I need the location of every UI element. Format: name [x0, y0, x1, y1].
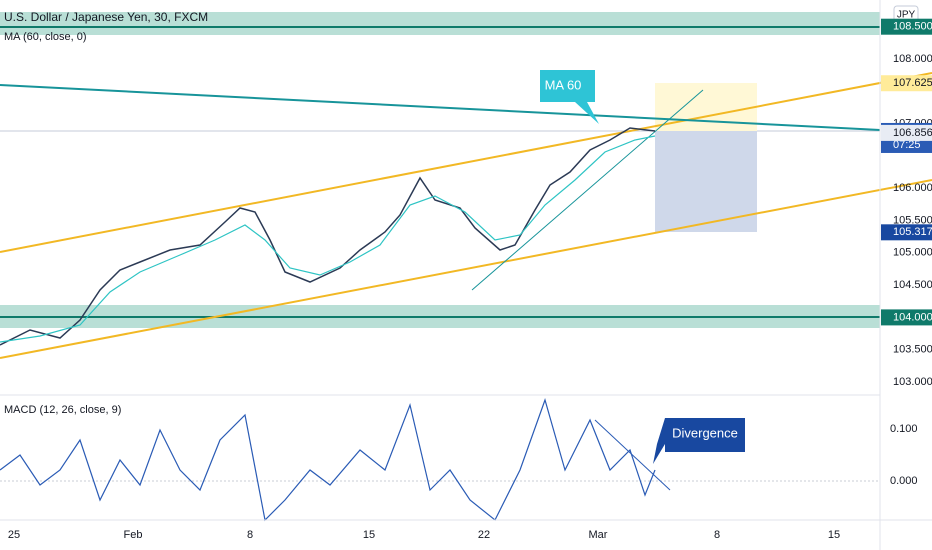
price-label: 103.500: [893, 344, 932, 356]
channel-upper: [0, 72, 932, 253]
resistance-zone: [0, 12, 880, 35]
price-label: 106.000: [893, 182, 932, 194]
time-label: 22: [478, 529, 490, 541]
time-label: 15: [363, 529, 375, 541]
trend-line: [0, 84, 881, 131]
ma-callout: [540, 70, 599, 124]
macd-label: 0.100: [890, 423, 918, 435]
ma-annotation: MA 60: [545, 77, 582, 92]
time-label: 15: [828, 529, 840, 541]
channel-lower: [0, 179, 932, 359]
price-badge: [881, 224, 932, 241]
currency[interactable]: JPY: [897, 10, 916, 21]
time-label: 8: [714, 529, 720, 541]
stop-box: [655, 131, 757, 232]
price-label: 105.500: [893, 214, 932, 226]
divergence-line: [594, 419, 671, 491]
price-badge-label: 106.856: [893, 127, 932, 139]
macd-line: [0, 398, 656, 522]
price-badge: [881, 18, 932, 35]
price-badge: [881, 309, 932, 326]
price-badge-label: 107.625: [893, 77, 932, 89]
price-badge: [881, 124, 932, 141]
price-badge-label: 105.317: [893, 226, 932, 238]
ma-line: [0, 135, 656, 343]
time-label: Feb: [124, 529, 143, 541]
price-label: 105.000: [893, 247, 932, 259]
time-label: 8: [247, 529, 253, 541]
symbol-title: U.S. Dollar / Japanese Yen, 30, FXCM: [4, 10, 208, 24]
price-badge: [881, 75, 932, 92]
time-label: Mar: [589, 529, 608, 541]
price-label: 103.000: [893, 376, 932, 388]
support-trend: [471, 89, 704, 291]
divergence-callout: [653, 418, 745, 464]
macd-title: MACD (12, 26, close, 9): [4, 404, 121, 416]
price-label: 108.000: [893, 53, 932, 65]
price-badge-label: 108.500: [893, 21, 932, 33]
macd-label: 0.000: [890, 475, 918, 487]
price-badge-label: 104.000: [893, 311, 932, 323]
time-label: 25: [8, 529, 20, 541]
price-label: 104.500: [893, 279, 932, 291]
price: [0, 127, 656, 346]
indicator-title: MA (60, close, 0): [4, 31, 87, 43]
countdown: 07:25: [893, 139, 921, 151]
divergence-annotation: Divergence: [672, 425, 738, 440]
